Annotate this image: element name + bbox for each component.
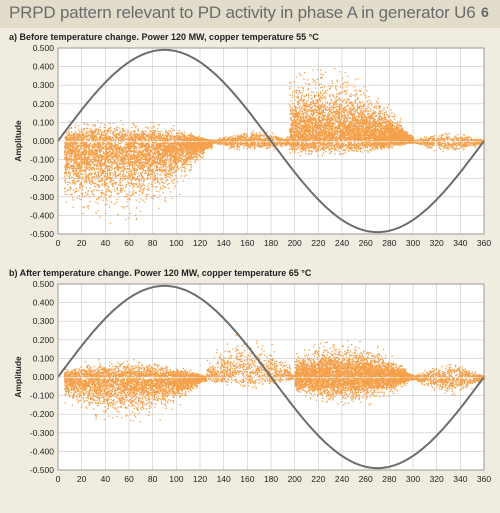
scatter-points	[63, 334, 486, 423]
x-tick-label: 120	[193, 474, 207, 484]
x-tick-label: 140	[217, 474, 231, 484]
x-tick-label: 40	[101, 238, 111, 248]
x-tick-label: 100	[169, 474, 183, 484]
reference-sine-line	[57, 284, 485, 470]
x-tick-label: 180	[264, 238, 278, 248]
scatter-point-set	[63, 334, 486, 423]
x-tick-label: 100	[169, 238, 183, 248]
x-tick-label: 160	[240, 474, 254, 484]
x-tick-label: 20	[77, 474, 87, 484]
y-tick-label: 0.000	[33, 136, 55, 146]
y-tick-label: -0.300	[30, 192, 54, 202]
y-tick-label: 0.100	[33, 117, 55, 127]
x-tick-label: 340	[453, 474, 467, 484]
plot-border	[57, 283, 485, 471]
y-tick-label: -0.300	[30, 428, 54, 438]
x-tick-label: 240	[335, 238, 349, 248]
x-tick-label: 160	[240, 238, 254, 248]
scatter-points	[63, 68, 486, 224]
y-tick-label: 0.000	[33, 372, 55, 382]
y-tick-label: -0.500	[30, 229, 54, 239]
x-tick-label: 80	[148, 238, 158, 248]
x-tick-label: 20	[77, 238, 87, 248]
page-title: PRPD pattern relevant to PD activity in …	[9, 3, 476, 22]
y-tick-label: -0.400	[30, 446, 54, 456]
x-tick-label: 300	[406, 474, 420, 484]
header-bar	[0, 0, 500, 28]
x-tick-label: 240	[335, 474, 349, 484]
chart-b: 0.500 0.400 0.300 0.200 0.100 0.000 -0.100 -0.2…	[13, 279, 491, 484]
x-tick-label: 200	[288, 474, 302, 484]
y-axis-label: Amplitude	[13, 356, 23, 398]
y-axis-label: Amplitude	[13, 120, 23, 162]
x-tick-label: 300	[406, 238, 420, 248]
y-tick-label: -0.500	[30, 465, 54, 475]
x-tick-label: 260	[359, 474, 373, 484]
x-tick-label: 360	[477, 238, 491, 248]
x-tick-label: 80	[148, 474, 158, 484]
y-tick-label: 0.200	[33, 99, 55, 109]
x-tick-label: 40	[101, 474, 111, 484]
x-tick-label: 60	[124, 474, 134, 484]
x-tick-label: 320	[430, 474, 444, 484]
x-tick-label: 340	[453, 238, 467, 248]
y-tick-label: -0.100	[30, 391, 54, 401]
x-tick-label: 260	[359, 238, 373, 248]
chart-a: 0.500 0.400 0.300 0.200 0.100 0.000 -0.100 -0.2…	[13, 43, 491, 248]
x-tick-label: 200	[288, 238, 302, 248]
scatter-point-set	[63, 68, 486, 224]
x-tick-label: 220	[311, 238, 325, 248]
x-tick-label: 320	[430, 238, 444, 248]
plot-border	[57, 47, 485, 235]
x-tick-label: 60	[124, 238, 134, 248]
x-tick-label: 220	[311, 474, 325, 484]
x-tick-label: 280	[382, 238, 396, 248]
y-tick-label: 0.300	[33, 80, 55, 90]
y-tick-label: 0.100	[33, 353, 55, 363]
x-tick-label: 0	[56, 474, 61, 484]
x-tick-label: 120	[193, 238, 207, 248]
y-tick-label: -0.100	[30, 155, 54, 165]
x-tick-label: 180	[264, 474, 278, 484]
y-tick-label: 0.500	[33, 43, 55, 53]
y-tick-label: 0.300	[33, 316, 55, 326]
y-tick-label: 0.200	[33, 335, 55, 345]
y-tick-label: -0.200	[30, 409, 54, 419]
y-tick-label: -0.400	[30, 210, 54, 220]
y-tick-label: 0.400	[33, 298, 55, 308]
chart-b-title: b) After temperature change. Power 120 M…	[9, 268, 312, 278]
reference-sine-line	[57, 48, 485, 234]
y-tick-label: 0.400	[33, 62, 55, 72]
x-tick-label: 0	[56, 238, 61, 248]
y-tick-label: -0.200	[30, 173, 54, 183]
chart-a-title: a) Before temperature change. Power 120 …	[9, 32, 319, 42]
x-tick-label: 140	[217, 238, 231, 248]
figure-number: 6	[481, 4, 489, 20]
y-tick-label: 0.500	[33, 279, 55, 289]
x-tick-label: 280	[382, 474, 396, 484]
x-tick-label: 360	[477, 474, 491, 484]
